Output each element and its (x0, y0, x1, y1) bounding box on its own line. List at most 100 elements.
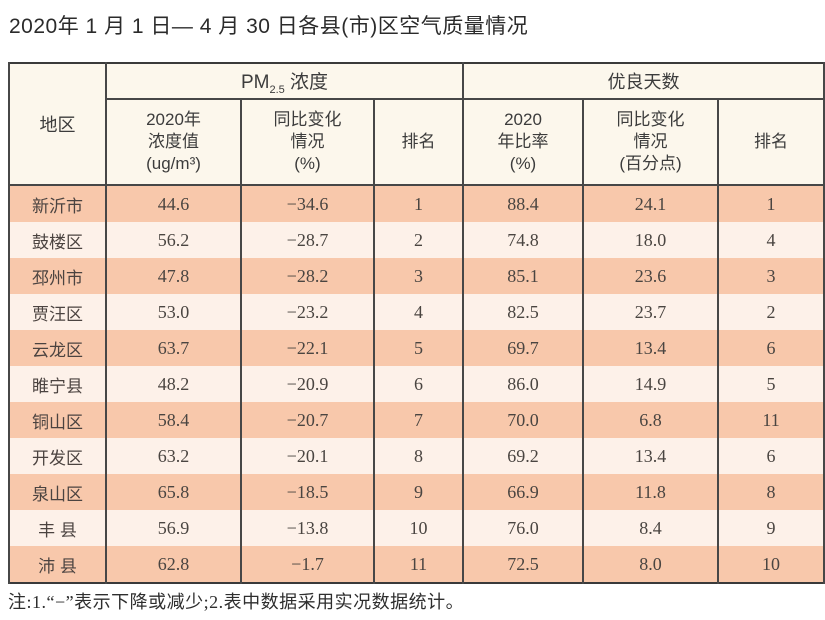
good-ratio-cell: 69.7 (462, 330, 585, 366)
pm-rank-cell: 9 (372, 474, 465, 510)
pm-value-cell: 62.8 (105, 546, 242, 583)
good-ratio-cell: 69.2 (462, 438, 585, 474)
good-ratio-cell: 72.5 (462, 546, 585, 583)
region-cell: 泉山区 (8, 474, 107, 510)
region-cell: 丰 县 (8, 510, 107, 546)
table-row: 开发区 63.2 −20.1 8 69.2 13.4 6 (8, 438, 825, 474)
region-cell: 鼓楼区 (8, 222, 107, 258)
good-rank-cell: 5 (717, 366, 825, 402)
header-group-row: 地区 PM2.5 浓度 优良天数 (8, 63, 825, 186)
footnote: 注:1.“−”表示下降或减少;2.表中数据采用实况数据统计。 (8, 592, 465, 612)
good-ratio-cell: 76.0 (462, 510, 585, 546)
region-cell: 邳州市 (8, 258, 107, 294)
pm-value-cell: 58.4 (105, 402, 242, 438)
pm-value-cell: 48.2 (105, 366, 242, 402)
pm-change-cell: −1.7 (240, 546, 375, 583)
region-column-header: 地区 (8, 63, 107, 186)
pm25-group-header: PM2.5 浓度 (104, 63, 465, 100)
pm-value-cell: 63.7 (105, 330, 242, 366)
header-sub-row: 2020年 浓度值 (ug/m³) 同比变化 情况 (%) 排名 2020 年比… (9, 99, 825, 186)
good-days-group-header: 优良天数 (462, 63, 825, 100)
table-row: 沛 县 62.8 −1.7 11 72.5 8.0 10 (8, 546, 825, 583)
table-row: 铜山区 58.4 −20.7 7 70.0 6.8 11 (8, 402, 825, 438)
good-rank-cell: 6 (717, 330, 825, 366)
good-ratio-cell: 66.9 (462, 474, 585, 510)
pm-value-cell: 56.2 (105, 222, 242, 258)
region-cell: 新沂市 (8, 185, 107, 222)
region-cell: 沛 县 (8, 546, 107, 583)
good-ratio-cell: 82.5 (462, 294, 585, 330)
table-row: 泉山区 65.8 −18.5 9 66.9 11.8 8 (8, 474, 825, 510)
pm-rank-cell: 3 (372, 258, 465, 294)
good-rank-cell: 3 (717, 258, 825, 294)
air-quality-table: 地区 PM2.5 浓度 优良天数 2020年 浓度值 (ug/m³) 同比变化 … (8, 62, 825, 584)
pm-rank-cell: 8 (372, 438, 465, 474)
pm-rank-cell: 2 (372, 222, 465, 258)
table-header: 地区 PM2.5 浓度 优良天数 2020年 浓度值 (ug/m³) 同比变化 … (8, 63, 825, 186)
pm-rank-cell: 1 (372, 185, 465, 222)
page-title: 2020年 1 月 1 日— 4 月 30 日各县(市)区空气质量情况 (9, 15, 529, 38)
region-cell: 云龙区 (8, 330, 107, 366)
good-change-cell: 24.1 (582, 185, 720, 222)
good-ratio-cell: 86.0 (462, 366, 585, 402)
good-ratio-column-header: 2020 年比率 (%) (462, 99, 585, 186)
table-row: 邳州市 47.8 −28.2 3 85.1 23.6 3 (8, 258, 825, 294)
good-rank-cell: 6 (717, 438, 825, 474)
pm-rank-cell: 7 (372, 402, 465, 438)
pm-change-cell: −22.1 (240, 330, 375, 366)
pm25-label: PM2.5 浓度 (240, 71, 329, 96)
pm-value-cell: 63.2 (105, 438, 242, 474)
region-cell: 开发区 (8, 438, 107, 474)
pm-rank-cell: 6 (372, 366, 465, 402)
table-row: 新沂市 44.6 −34.6 1 88.4 24.1 1 (8, 185, 825, 222)
pm-rank-cell: 10 (372, 510, 465, 546)
pm-rank-cell: 4 (372, 294, 465, 330)
good-ratio-cell: 74.8 (462, 222, 585, 258)
pm-change-cell: −20.7 (240, 402, 375, 438)
pm-change-cell: −13.8 (240, 510, 375, 546)
pm-change-cell: −28.7 (240, 222, 375, 258)
pm-change-cell: −20.1 (240, 438, 375, 474)
good-rank-cell: 8 (717, 474, 825, 510)
good-rank-cell: 2 (717, 294, 825, 330)
pm-value-cell: 53.0 (105, 294, 242, 330)
good-rank-cell: 9 (717, 510, 825, 546)
good-change-cell: 18.0 (582, 222, 720, 258)
good-ratio-cell: 88.4 (462, 185, 585, 222)
good-rank-cell: 10 (717, 546, 825, 583)
good-change-cell: 13.4 (582, 438, 720, 474)
good-ratio-cell: 70.0 (462, 402, 585, 438)
good-rank-cell: 1 (717, 185, 825, 222)
good-rank-column-header: 排名 (717, 99, 825, 186)
pm-rank-column-header: 排名 (372, 99, 465, 186)
pm-value-cell: 47.8 (105, 258, 242, 294)
pm-change-cell: −28.2 (240, 258, 375, 294)
good-change-cell: 8.0 (582, 546, 720, 583)
good-change-cell: 14.9 (582, 366, 720, 402)
good-rank-cell: 4 (717, 222, 825, 258)
table-row: 贾汪区 53.0 −23.2 4 82.5 23.7 2 (8, 294, 825, 330)
pm-rank-cell: 5 (372, 330, 465, 366)
region-cell: 睢宁县 (8, 366, 107, 402)
pm-change-cell: −23.2 (240, 294, 375, 330)
pm-change-cell: −34.6 (240, 185, 375, 222)
good-change-column-header: 同比变化 情况 (百分点) (582, 99, 720, 186)
table-body: 新沂市 44.6 −34.6 1 88.4 24.1 1 鼓楼区 56.2 −28.7 2 74.8 1… (8, 185, 825, 583)
pm-change-cell: −20.9 (240, 366, 375, 402)
good-change-cell: 8.4 (582, 510, 720, 546)
good-ratio-cell: 85.1 (462, 258, 585, 294)
pm-value-cell: 65.8 (105, 474, 242, 510)
pm-change-cell: −18.5 (240, 474, 375, 510)
pm-change-column-header: 同比变化 情况 (%) (240, 99, 375, 186)
table-row: 鼓楼区 56.2 −28.7 2 74.8 18.0 4 (8, 222, 825, 258)
table-row: 睢宁县 48.2 −20.9 6 86.0 14.9 5 (8, 366, 825, 402)
good-change-cell: 13.4 (582, 330, 720, 366)
good-change-cell: 6.8 (582, 402, 720, 438)
good-change-cell: 11.8 (582, 474, 720, 510)
region-cell: 铜山区 (8, 402, 107, 438)
good-change-cell: 23.7 (582, 294, 720, 330)
table-row: 云龙区 63.7 −22.1 5 69.7 13.4 6 (8, 330, 825, 366)
good-change-cell: 23.6 (582, 258, 720, 294)
table-row: 丰 县 56.9 −13.8 10 76.0 8.4 9 (8, 510, 825, 546)
region-cell: 贾汪区 (8, 294, 107, 330)
